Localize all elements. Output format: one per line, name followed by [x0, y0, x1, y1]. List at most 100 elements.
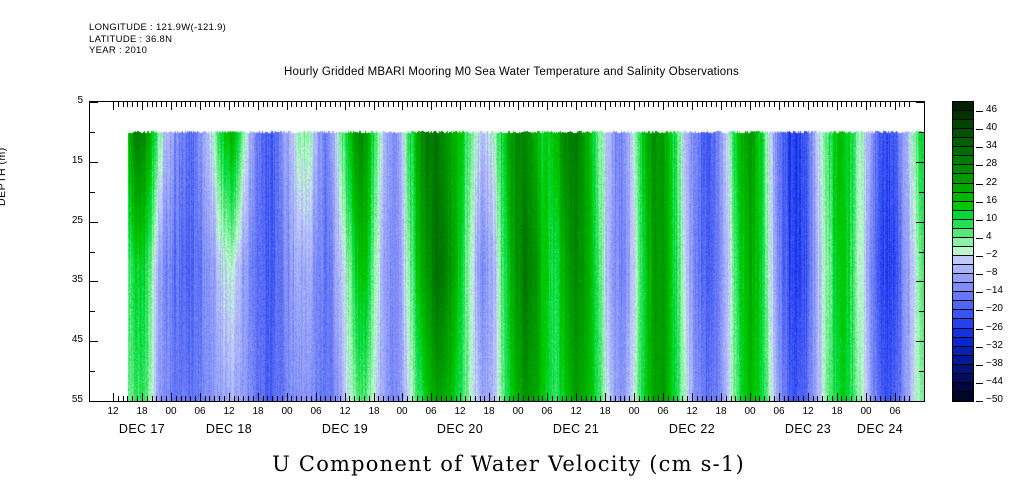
colorbar-label-40: 40 — [986, 122, 998, 133]
x-hour-label-16: 12 — [570, 406, 582, 417]
colorbar-band-5 — [953, 147, 973, 156]
x-tick-48 — [345, 393, 346, 401]
x-tick-28 — [248, 396, 249, 401]
x-tick-126 — [721, 393, 722, 401]
x-tick-7 — [147, 396, 148, 401]
x-tick-16 — [190, 396, 191, 401]
velocity-heatmap-canvas — [90, 102, 924, 401]
x-tick-top-139 — [784, 102, 785, 107]
x-tick-154 — [856, 396, 857, 401]
x-day-label-dec-17: DEC 17 — [118, 422, 166, 436]
x-hour-label-8: 12 — [339, 406, 351, 417]
y-tick-55 — [90, 401, 98, 402]
x-tick-62 — [412, 396, 413, 401]
x-tick-top-4 — [132, 102, 133, 107]
colorbar-label--32: −32 — [986, 340, 1003, 351]
x-tick-20 — [209, 396, 210, 401]
y-tick-30 — [90, 252, 95, 253]
x-tick-top-75 — [475, 102, 476, 107]
x-tick-top-152 — [846, 102, 847, 107]
x-tick-22 — [219, 396, 220, 401]
x-tick-top-3 — [127, 102, 128, 107]
x-tick-top-26 — [238, 102, 239, 107]
x-tick-top-83 — [513, 102, 514, 107]
x-tick-102 — [605, 393, 606, 401]
colorbar-tick--8 — [976, 274, 983, 275]
x-tick-50 — [354, 396, 355, 401]
x-tick-top-116 — [673, 102, 674, 107]
x-day-label-dec-21: DEC 21 — [552, 422, 600, 436]
x-tick-top-157 — [870, 102, 871, 107]
x-tick-top-73 — [465, 102, 466, 107]
x-tick-top-124 — [711, 102, 712, 107]
x-tick-top-70 — [451, 102, 452, 107]
x-tick-top-102 — [605, 102, 606, 110]
x-tick-153 — [851, 396, 852, 401]
y-tick-right-5 — [916, 102, 924, 103]
x-tick-top-67 — [436, 102, 437, 107]
x-day-label-dec-24: DEC 24 — [856, 422, 904, 436]
x-tick-top-25 — [234, 102, 235, 107]
x-tick-top-109 — [639, 102, 640, 107]
latitude-text: LATITUDE : 36.8N — [89, 33, 173, 45]
x-tick-top-15 — [185, 102, 186, 107]
x-tick-top-118 — [682, 102, 683, 107]
plot-area — [89, 101, 925, 402]
colorbar-tick-34 — [976, 147, 983, 148]
y-tick-right-15 — [916, 162, 924, 163]
x-tick-82 — [509, 396, 510, 401]
x-tick-65 — [427, 396, 428, 401]
x-hour-label-11: 06 — [425, 406, 437, 417]
colorbar-band-12 — [953, 211, 973, 220]
x-hour-label-27: 06 — [889, 406, 901, 417]
x-tick-top-112 — [653, 102, 654, 107]
x-tick-top-35 — [282, 102, 283, 107]
chart-caption-text: U Component of Water Velocity (cm s-1) — [272, 452, 745, 476]
x-tick-top-90 — [547, 102, 548, 110]
x-tick-129 — [735, 396, 736, 401]
x-tick-top-99 — [591, 102, 592, 107]
x-hour-label-22: 00 — [744, 406, 756, 417]
x-tick-top-115 — [668, 102, 669, 107]
x-hour-label-14: 00 — [512, 406, 524, 417]
colorbar-band-24 — [953, 319, 973, 329]
x-tick-top-37 — [291, 102, 292, 107]
x-tick-top-34 — [277, 102, 278, 107]
x-tick-0 — [113, 393, 114, 401]
x-tick-90 — [547, 393, 548, 401]
x-tick-34 — [277, 396, 278, 401]
x-tick-26 — [238, 396, 239, 401]
colorbar-label--14: −14 — [986, 285, 1003, 296]
y-axis-label-15: 15 — [71, 155, 83, 166]
colorbar-band-4 — [953, 138, 973, 147]
colorbar-band-1 — [953, 111, 973, 120]
x-tick-10 — [161, 396, 162, 401]
x-tick-79 — [494, 396, 495, 401]
x-tick-top-138 — [779, 102, 780, 110]
x-tick-top-130 — [740, 102, 741, 107]
x-tick-70 — [451, 396, 452, 401]
x-tick-58 — [393, 396, 394, 401]
x-tick-29 — [253, 396, 254, 401]
colorbar-tick--38 — [976, 365, 983, 366]
x-tick-97 — [581, 396, 582, 401]
x-tick-150 — [837, 393, 838, 401]
colorbar-band-23 — [953, 310, 973, 319]
x-tick-top-20 — [209, 102, 210, 107]
colorbar-band-19 — [953, 274, 973, 283]
x-tick-89 — [542, 396, 543, 401]
x-tick-2 — [123, 396, 124, 401]
x-tick-145 — [813, 396, 814, 401]
x-tick-top-165 — [909, 102, 910, 107]
colorbar-tick--20 — [976, 310, 983, 311]
x-tick-top-2 — [123, 102, 124, 107]
x-tick-top-22 — [219, 102, 220, 107]
x-tick-top-141 — [793, 102, 794, 107]
x-tick-top-158 — [875, 102, 876, 107]
x-tick-156 — [866, 393, 867, 401]
y-axis-label-55: 55 — [71, 394, 83, 405]
x-tick-59 — [398, 396, 399, 401]
x-tick-top-84 — [518, 102, 519, 110]
x-tick-top-131 — [745, 102, 746, 107]
x-tick-123 — [706, 396, 707, 401]
